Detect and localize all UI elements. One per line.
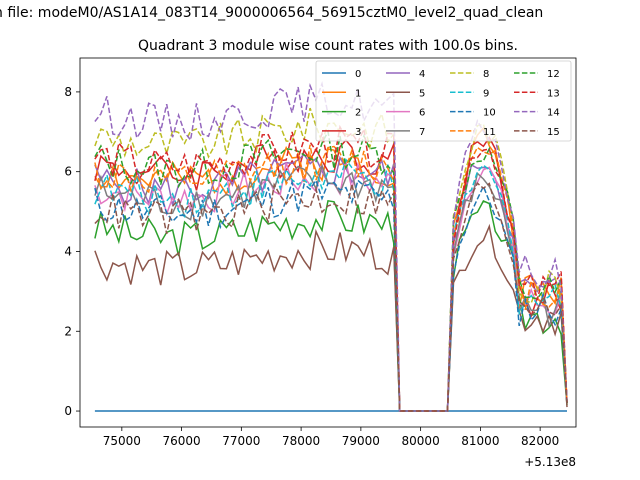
chart-title: Quadrant 3 module wise count rates with … [138,38,518,54]
legend-label-15: 15 [547,127,560,138]
x-tick-label: 79000 [342,434,380,448]
legend-label-0: 0 [355,69,361,80]
x-tick-label: 78000 [282,434,320,448]
legend-label-13: 13 [547,88,560,99]
y-tick-label: 6 [64,165,72,179]
series-line-15 [94,181,568,412]
series-line-10 [94,178,568,412]
x-tick-label: 77000 [222,434,260,448]
legend-label-3: 3 [355,127,361,138]
x-tick-label: 82000 [521,434,559,448]
legend-box [315,60,572,142]
legend-label-8: 8 [483,69,489,80]
legend-label-2: 2 [355,108,361,119]
figure-suptitle: n file: modeM0/AS1A14_083T14_9000006564_… [0,5,543,21]
x-tick-label: 80000 [402,434,440,448]
legend-label-5: 5 [419,88,425,99]
legend-label-11: 11 [483,127,496,138]
y-tick-label: 0 [64,404,72,418]
legend-label-10: 10 [483,108,496,119]
series-line-12 [94,129,568,412]
y-axis: 0 2 4 6 8 [64,85,80,418]
legend-label-12: 12 [547,69,560,80]
series-line-3 [94,136,568,412]
y-tick-label: 4 [64,244,72,258]
legend-label-9: 9 [483,88,489,99]
axes-frame [79,57,577,428]
legend-label-1: 1 [355,88,361,99]
y-tick-label: 2 [64,324,72,338]
legend-label-7: 7 [419,127,425,138]
series-lines [94,81,568,412]
plot-area [79,57,577,428]
series-line-13 [94,124,568,412]
y-tick-label: 8 [64,85,72,99]
series-line-1 [94,126,568,412]
x-tick-label: 76000 [162,434,200,448]
series-line-5 [94,223,568,412]
x-offset-label: +5.13e8 [524,455,576,469]
legend-label-4: 4 [419,69,425,80]
series-line-9 [94,157,568,412]
x-tick-label: 75000 [103,434,141,448]
series-line-11 [94,144,568,412]
legend-label-6: 6 [419,108,425,119]
x-axis: 75000 76000 77000 78000 79000 80000 81000 82000 [103,427,559,448]
x-tick-label: 81000 [461,434,499,448]
legend-label-14: 14 [547,108,560,119]
